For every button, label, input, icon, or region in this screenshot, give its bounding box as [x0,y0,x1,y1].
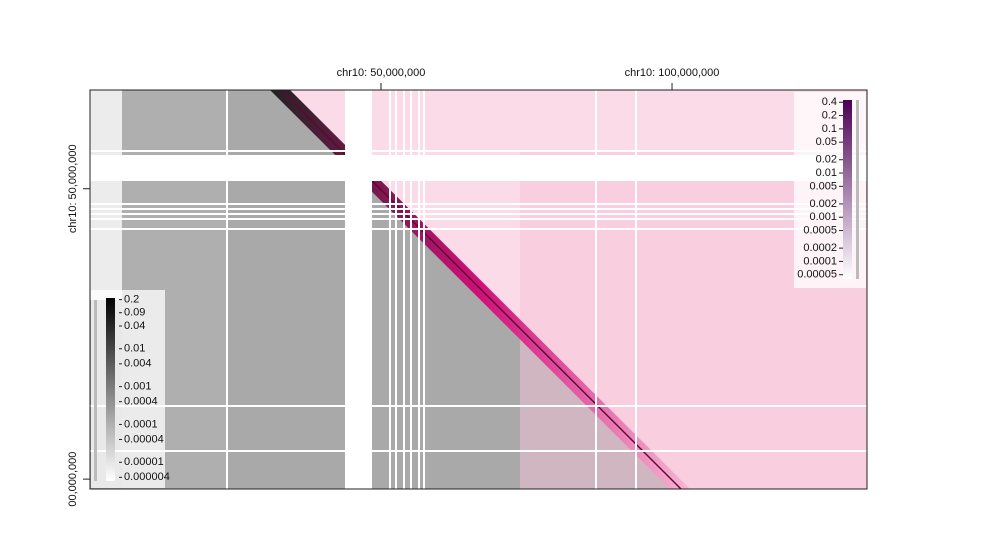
colorbar-tick-label: 0.01 [816,167,837,179]
contact-map [90,90,867,489]
colorbar-tick-label: 0.00001 [124,456,164,468]
top-tick-label: chr10: 50,000,000 [337,67,426,79]
colorbar-tick-label: 0.005 [809,180,837,192]
colorbar-tick-label: 0.02 [816,154,837,166]
colorbar [106,298,115,481]
upper-legend-box [794,92,866,288]
colorbar-tick-label: 0.002 [809,198,837,210]
colorbar-tick-label: 0.1 [822,123,837,135]
colorbar-tick-label: 0.2 [124,293,139,305]
colorbar-tick-label: 0.00004 [124,433,164,445]
colorbar-tick-label: 0.0002 [803,242,837,254]
colorbar-tick-label: 0.00005 [797,269,837,281]
colorbar-tick-label: 0.2 [822,109,837,121]
colorbar [843,100,852,279]
left-tick-label: 00,000,000 [67,452,79,507]
colorbar-tick-label: 0.0005 [803,224,837,236]
colorbar-tick-label: 0.01 [124,343,145,355]
left-tick-label: chr10: 50,000,000 [67,144,79,233]
colorbar-tick-label: 0.004 [124,358,152,370]
colorbar-tick-label: 0.0001 [803,255,837,267]
lower-legend-box [91,290,165,488]
colorbar-tick-label: 0.001 [809,211,837,223]
colorbar-bracket [94,300,97,481]
colorbar-tick-label: 0.000004 [124,471,170,483]
top-tick-label: chr10: 100,000,000 [625,67,720,79]
plot-frame [89,89,868,490]
colorbar-tick-label: 0.09 [124,307,145,319]
colorbar-bracket [856,100,859,279]
colorbar-tick-label: 0.4 [822,96,837,108]
colorbar-tick-label: 0.05 [816,136,837,148]
colorbar-tick-label: 0.001 [124,381,152,393]
colorbar-tick-label: 0.0004 [124,396,158,408]
colorbar-tick-label: 0.0001 [124,418,158,430]
colorbar-tick-label: 0.04 [124,320,145,332]
